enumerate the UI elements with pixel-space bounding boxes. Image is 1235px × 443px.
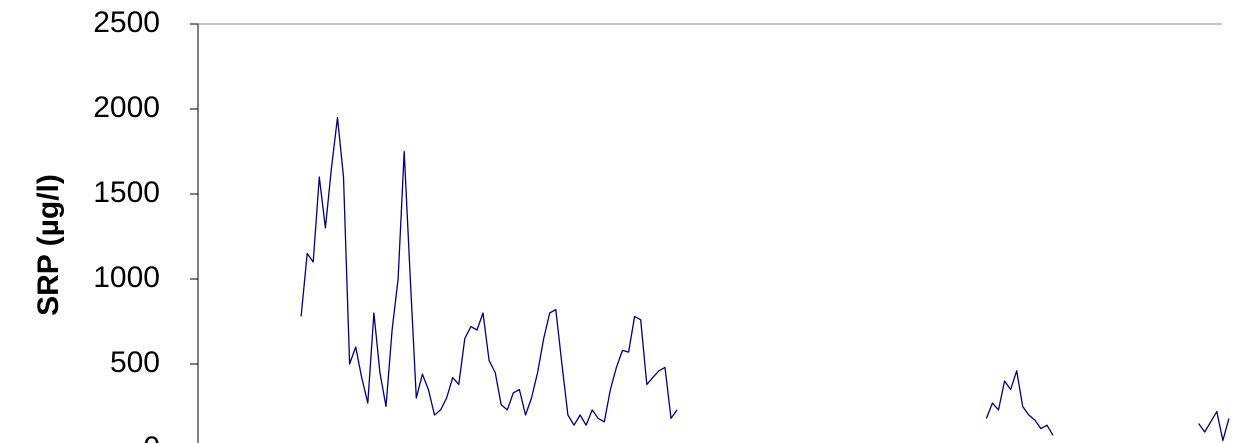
y-tick-label: 1000: [93, 261, 160, 294]
y-tick-label: 500: [110, 346, 160, 379]
y-tick-label: 1500: [93, 176, 160, 209]
data-line: [300, 116, 1230, 442]
y-tick-label: 0: [143, 431, 160, 443]
y-axis-label: SRP (µg/l): [32, 174, 65, 316]
y-tick-label: 2000: [93, 91, 160, 124]
y-tick-label: 2500: [93, 6, 160, 39]
